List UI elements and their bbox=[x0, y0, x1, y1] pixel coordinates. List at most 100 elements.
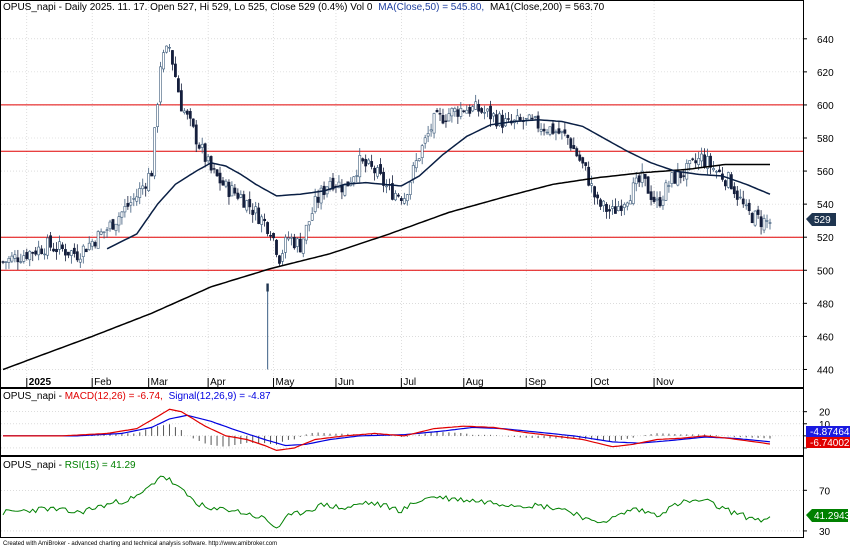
candle-body bbox=[489, 105, 492, 120]
spike-body bbox=[266, 283, 269, 292]
candle-body bbox=[402, 198, 406, 204]
candle-body bbox=[289, 237, 293, 239]
candle-body bbox=[441, 115, 445, 124]
candle-body bbox=[738, 196, 742, 199]
candle-body bbox=[750, 213, 754, 224]
candle-body bbox=[450, 108, 454, 117]
candle-body bbox=[694, 160, 698, 164]
candle-body bbox=[364, 159, 368, 167]
candle-body bbox=[138, 188, 142, 198]
candle-body bbox=[682, 175, 686, 177]
candle-body bbox=[423, 137, 427, 144]
candle-body bbox=[162, 52, 165, 70]
candle-body bbox=[539, 129, 543, 132]
candle-body bbox=[245, 200, 249, 211]
candle-body bbox=[405, 194, 409, 202]
candle-body bbox=[596, 194, 599, 199]
price-tick-label: 560 bbox=[817, 167, 834, 178]
candle-body bbox=[527, 114, 531, 121]
month-tick-label: Feb bbox=[94, 377, 112, 388]
rsi-tick-label: 70 bbox=[819, 486, 831, 497]
candle-body bbox=[278, 255, 281, 264]
candle-body bbox=[126, 203, 130, 207]
candle-body bbox=[515, 115, 519, 122]
price-tick-label: 440 bbox=[817, 365, 834, 376]
month-tick-label: May bbox=[276, 377, 295, 388]
candle-body bbox=[46, 237, 49, 256]
price-tick-label: 600 bbox=[817, 101, 834, 112]
month-tick-label: Mar bbox=[151, 377, 169, 388]
candle-body bbox=[78, 258, 82, 263]
macd-value-tag: -6.74002 bbox=[806, 437, 850, 449]
candle-body bbox=[96, 231, 100, 249]
month-tick-label: Aug bbox=[466, 377, 484, 388]
candle-body bbox=[729, 174, 733, 190]
signal-value: -4.87464 bbox=[810, 427, 850, 438]
candle-body bbox=[715, 171, 718, 173]
candle-body bbox=[652, 196, 656, 202]
candle-body bbox=[554, 131, 558, 133]
candle-body bbox=[34, 250, 38, 255]
candle-body bbox=[753, 210, 757, 226]
candle-body bbox=[49, 235, 52, 248]
candle-body bbox=[182, 110, 186, 113]
candle-body bbox=[518, 117, 522, 121]
candle-body bbox=[316, 196, 320, 203]
candle-body bbox=[474, 101, 478, 110]
candle-body bbox=[254, 206, 258, 214]
candle-body bbox=[379, 164, 382, 174]
candle-body bbox=[251, 209, 255, 215]
candle-body bbox=[593, 186, 597, 198]
signal-value-tag: -4.87464 bbox=[806, 426, 850, 438]
candle-body bbox=[19, 261, 23, 263]
candle-body bbox=[399, 198, 403, 201]
rsi-value: 41.2943 bbox=[814, 511, 850, 522]
candle-body bbox=[664, 182, 668, 201]
horizontal-lines bbox=[1, 104, 803, 271]
footer-credit: Created with AmiBroker - advanced charti… bbox=[3, 541, 277, 547]
candle-body bbox=[304, 224, 308, 241]
candle-body bbox=[367, 159, 371, 164]
candle-body bbox=[200, 143, 204, 148]
candle-body bbox=[465, 109, 469, 114]
candle-body bbox=[590, 183, 594, 186]
candle-body bbox=[355, 175, 359, 177]
candle-body bbox=[22, 255, 26, 262]
right-axis-area bbox=[804, 0, 850, 538]
candle-body bbox=[382, 171, 385, 186]
candle-body bbox=[391, 183, 394, 200]
candle-body bbox=[611, 206, 614, 209]
candle-body bbox=[203, 143, 207, 162]
candle-body bbox=[747, 202, 751, 212]
candle-body bbox=[212, 168, 216, 170]
price-title: OPUS_napi - Daily 2025. 11. 17. Open 527… bbox=[3, 2, 605, 13]
candle-body bbox=[385, 185, 388, 188]
candle-body bbox=[765, 220, 769, 222]
candle-body bbox=[301, 238, 305, 254]
month-tick-label: Sep bbox=[528, 377, 546, 388]
candle-body bbox=[536, 115, 540, 129]
month-tick-label: Nov bbox=[656, 377, 674, 388]
candle-body bbox=[691, 158, 695, 160]
rsi-label-prefix: OPUS_napi - bbox=[3, 460, 65, 471]
candle-body bbox=[726, 172, 730, 188]
candle-body bbox=[688, 160, 692, 164]
candle-body bbox=[732, 186, 736, 195]
moving-averages bbox=[2, 119, 771, 371]
candle-body bbox=[40, 248, 44, 254]
candle-body bbox=[483, 112, 487, 114]
candle-body bbox=[548, 126, 552, 135]
candle-body bbox=[741, 198, 745, 205]
candle-body bbox=[563, 129, 567, 134]
candle-body bbox=[61, 244, 64, 249]
candle-body bbox=[13, 254, 17, 259]
candle-body bbox=[87, 242, 91, 250]
candle-body bbox=[498, 113, 501, 126]
candle-body bbox=[373, 167, 377, 174]
candle-body bbox=[197, 144, 201, 149]
candle-body bbox=[697, 158, 701, 165]
candle-body bbox=[762, 218, 766, 231]
candle-body bbox=[631, 182, 635, 204]
candle-body bbox=[396, 194, 400, 197]
